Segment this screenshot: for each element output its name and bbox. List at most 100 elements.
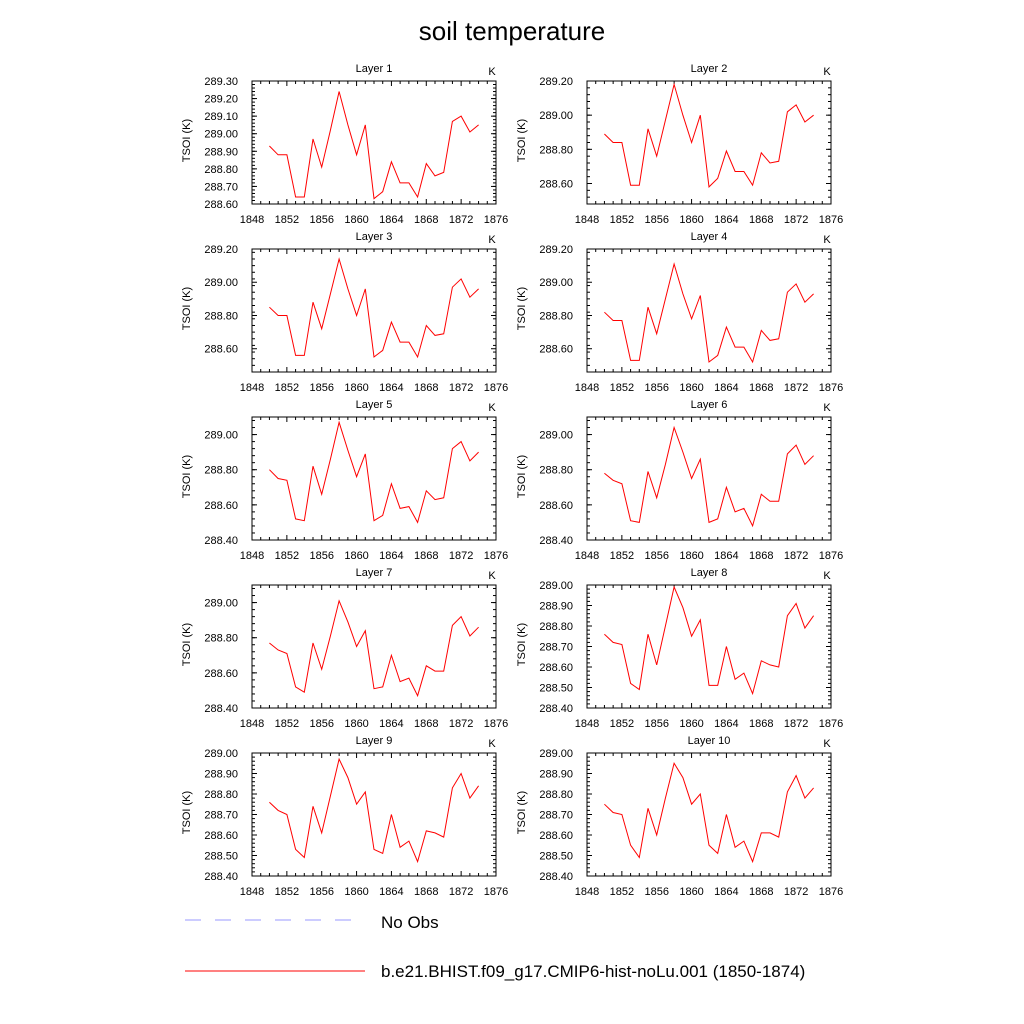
x-tick-label: 1860 bbox=[344, 214, 368, 226]
series-line-model-run bbox=[269, 91, 479, 200]
y-tick-label: 289.00 bbox=[539, 580, 573, 592]
x-tick-label: 1856 bbox=[309, 382, 333, 394]
y-tick-label: 288.80 bbox=[204, 164, 238, 176]
y-tick-label: 288.50 bbox=[539, 851, 573, 863]
y-tick-label: 289.20 bbox=[539, 244, 573, 256]
unit-label: K bbox=[823, 66, 831, 78]
y-tick-label: 288.70 bbox=[204, 181, 238, 193]
y-tick-label: 288.80 bbox=[539, 621, 573, 633]
x-tick-label: 1868 bbox=[749, 886, 773, 898]
x-tick-label: 1856 bbox=[309, 718, 333, 730]
y-tick-label: 288.90 bbox=[204, 146, 238, 158]
y-axis-label: TSOI (K) bbox=[516, 791, 528, 834]
x-tick-label: 1868 bbox=[749, 550, 773, 562]
plot-frame bbox=[251, 752, 497, 877]
plot-frame bbox=[251, 80, 497, 205]
x-tick-label: 1876 bbox=[819, 886, 843, 898]
y-tick-label: 288.80 bbox=[204, 633, 238, 645]
series-line-model-run bbox=[604, 762, 814, 864]
x-tick-label: 1852 bbox=[610, 214, 634, 226]
y-tick-label: 289.00 bbox=[204, 598, 238, 610]
x-tick-label: 1876 bbox=[819, 214, 843, 226]
x-tick-label: 1876 bbox=[819, 718, 843, 730]
x-tick-label: 1852 bbox=[275, 382, 299, 394]
x-tick-label: 1856 bbox=[644, 718, 668, 730]
x-tick-label: 1876 bbox=[484, 886, 508, 898]
x-tick-label: 1864 bbox=[714, 886, 738, 898]
unit-label: K bbox=[823, 402, 831, 414]
x-tick-label: 1864 bbox=[379, 550, 403, 562]
x-tick-label: 1848 bbox=[575, 886, 599, 898]
figure-title: soil temperature bbox=[419, 16, 605, 46]
series-line-model-run bbox=[269, 599, 479, 698]
y-axis-label: TSOI (K) bbox=[181, 119, 193, 162]
y-tick-label: 288.60 bbox=[204, 668, 238, 680]
x-tick-label: 1848 bbox=[240, 886, 264, 898]
unit-label: K bbox=[488, 738, 496, 750]
y-tick-label: 289.20 bbox=[204, 94, 238, 106]
x-tick-label: 1868 bbox=[749, 718, 773, 730]
x-tick-label: 1856 bbox=[644, 382, 668, 394]
x-tick-label: 1848 bbox=[575, 382, 599, 394]
x-tick-label: 1876 bbox=[484, 718, 508, 730]
unit-label: K bbox=[488, 66, 496, 78]
x-tick-label: 1856 bbox=[309, 214, 333, 226]
y-tick-label: 288.40 bbox=[204, 535, 238, 547]
x-tick-label: 1852 bbox=[610, 886, 634, 898]
y-tick-label: 288.60 bbox=[204, 344, 238, 356]
x-tick-label: 1852 bbox=[610, 550, 634, 562]
y-axis-label: TSOI (K) bbox=[516, 119, 528, 162]
panel-title: Layer 6 bbox=[691, 399, 728, 411]
y-tick-label: 288.70 bbox=[539, 642, 573, 654]
x-tick-label: 1860 bbox=[679, 718, 703, 730]
x-tick-label: 1864 bbox=[714, 718, 738, 730]
x-tick-label: 1872 bbox=[449, 718, 473, 730]
x-tick-label: 1848 bbox=[575, 550, 599, 562]
plot-frame bbox=[586, 752, 832, 877]
y-tick-label: 288.40 bbox=[204, 703, 238, 715]
x-tick-label: 1876 bbox=[484, 382, 508, 394]
x-tick-label: 1860 bbox=[344, 886, 368, 898]
y-tick-label: 289.00 bbox=[539, 430, 573, 442]
x-tick-label: 1876 bbox=[484, 214, 508, 226]
unit-label: K bbox=[823, 234, 831, 246]
y-tick-label: 288.60 bbox=[204, 830, 238, 842]
x-tick-label: 1864 bbox=[714, 214, 738, 226]
y-axis-label: TSOI (K) bbox=[516, 287, 528, 330]
series-line-model-run bbox=[269, 757, 480, 864]
panel-title: Layer 8 bbox=[691, 567, 728, 579]
y-tick-label: 288.60 bbox=[204, 199, 238, 211]
panel-layer-8: Layer 8 K TSOI (K) 1848 1852 1856 1860 1864 1868… bbox=[516, 567, 843, 730]
x-tick-label: 1856 bbox=[644, 214, 668, 226]
legend-label-no-obs: No Obs bbox=[381, 913, 439, 932]
y-tick-label: 288.60 bbox=[539, 500, 573, 512]
x-tick-label: 1852 bbox=[610, 382, 634, 394]
panel-layer-9: Layer 9 K TSOI (K) 1848 1852 1856 1860 1864 1868… bbox=[181, 735, 508, 898]
y-tick-label: 288.60 bbox=[539, 179, 573, 191]
legend: No Obs b.e21.BHIST.f09_g17.CMIP6-hist-no… bbox=[185, 913, 805, 981]
y-tick-label: 289.30 bbox=[204, 76, 238, 88]
panel-layer-4: Layer 4 K TSOI (K) 1848 1852 1856 1860 1864 1868… bbox=[516, 231, 843, 394]
x-tick-label: 1860 bbox=[679, 382, 703, 394]
x-tick-label: 1876 bbox=[484, 550, 508, 562]
x-tick-label: 1872 bbox=[784, 550, 808, 562]
y-tick-label: 289.20 bbox=[204, 244, 238, 256]
y-tick-label: 288.90 bbox=[204, 769, 238, 781]
y-tick-label: 288.90 bbox=[539, 769, 573, 781]
plot-frame bbox=[586, 248, 832, 373]
x-tick-label: 1848 bbox=[575, 718, 599, 730]
panel-title: Layer 4 bbox=[691, 231, 728, 243]
x-tick-label: 1852 bbox=[275, 550, 299, 562]
y-tick-label: 288.80 bbox=[539, 144, 573, 156]
y-tick-label: 288.60 bbox=[204, 500, 238, 512]
x-tick-label: 1848 bbox=[240, 550, 264, 562]
plot-frame bbox=[586, 584, 832, 709]
y-axis-label: TSOI (K) bbox=[181, 623, 193, 666]
plot-frame bbox=[251, 584, 497, 709]
panel-layer-6: Layer 6 K TSOI (K) 1848 1852 1856 1860 1864 1868… bbox=[516, 399, 843, 562]
y-tick-label: 289.00 bbox=[539, 748, 573, 760]
panel-layer-7: Layer 7 K TSOI (K) 1848 1852 1856 1860 1864 1868… bbox=[181, 567, 508, 730]
y-axis-label: TSOI (K) bbox=[516, 455, 528, 498]
x-tick-label: 1864 bbox=[714, 382, 738, 394]
unit-label: K bbox=[488, 402, 496, 414]
